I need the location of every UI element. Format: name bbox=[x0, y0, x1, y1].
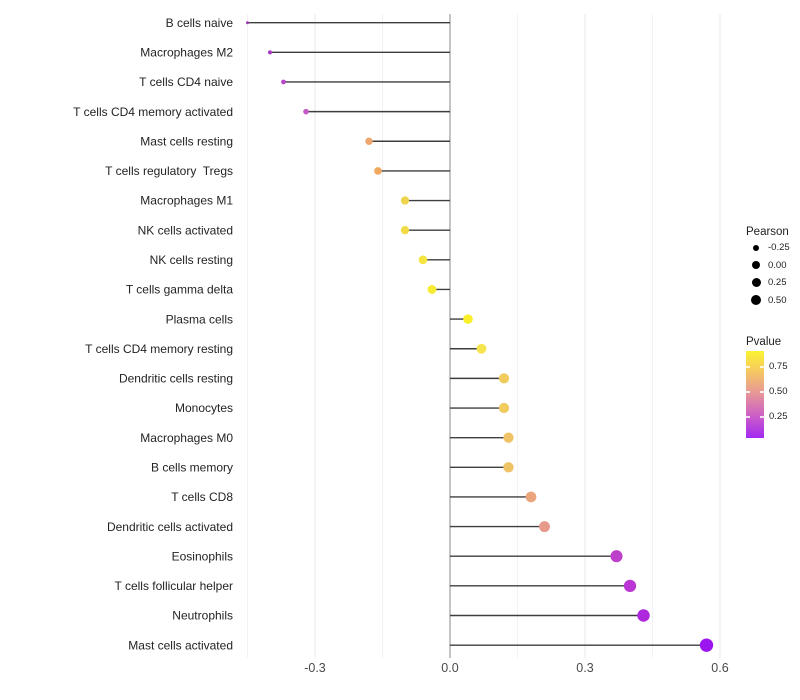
size-dot-wrap bbox=[749, 261, 763, 270]
x-axis-tick-label: 0.0 bbox=[441, 661, 458, 675]
pvalue-legend-title: Pvalue bbox=[746, 336, 782, 348]
data-point bbox=[498, 373, 510, 384]
y-axis-label: NK cells activated bbox=[138, 223, 233, 237]
size-label: 0.00 bbox=[768, 259, 787, 271]
y-axis-label: Macrophages M0 bbox=[140, 431, 233, 445]
data-point bbox=[503, 432, 514, 443]
data-point bbox=[303, 108, 309, 115]
y-axis-label: Plasma cells bbox=[166, 312, 233, 326]
y-axis-label: Eosinophils bbox=[172, 549, 233, 563]
pearson-size-legend: Pearson -0.25 0.00 0.25 0.50 bbox=[746, 225, 800, 310]
size-dot-icon bbox=[751, 295, 761, 306]
pvalue-tick-label: 0.50 bbox=[769, 386, 788, 397]
y-axis-label: Dendritic cells resting bbox=[119, 372, 233, 386]
data-point bbox=[699, 638, 714, 652]
size-dot-icon bbox=[751, 278, 761, 288]
data-point bbox=[418, 255, 428, 265]
size-dot-icon bbox=[752, 261, 760, 270]
x-axis-tick-label: -0.3 bbox=[304, 661, 326, 675]
y-axis-label: Monocytes bbox=[175, 401, 233, 415]
y-axis-label: B cells memory bbox=[151, 461, 233, 475]
size-dot-wrap bbox=[749, 295, 763, 306]
y-axis-label: T cells CD4 memory resting bbox=[85, 342, 233, 356]
y-axis-label: Dendritic cells activated bbox=[107, 520, 233, 534]
data-point bbox=[400, 196, 410, 205]
y-axis-label: T cells gamma delta bbox=[126, 283, 233, 297]
y-axis-label: B cells naive bbox=[166, 16, 234, 30]
data-point bbox=[525, 491, 537, 503]
data-point bbox=[281, 79, 286, 85]
colorbar-tick bbox=[760, 391, 764, 393]
pvalue-tick-label: 0.25 bbox=[769, 411, 788, 422]
data-point bbox=[503, 462, 514, 473]
x-axis-tick-label: 0.6 bbox=[711, 661, 728, 675]
legend-entry: -0.25 bbox=[749, 239, 800, 257]
colorbar-tick bbox=[746, 416, 750, 418]
y-axis-label: T cells regulatory Tregs bbox=[105, 164, 233, 178]
data-point bbox=[637, 609, 650, 622]
size-dot-wrap bbox=[749, 244, 763, 251]
y-axis-label: Macrophages M1 bbox=[140, 194, 233, 208]
data-point bbox=[623, 579, 637, 593]
legend-entry: 0.50 bbox=[749, 292, 800, 310]
y-axis-label: T cells CD4 naive bbox=[139, 75, 233, 89]
colorbar-tick bbox=[760, 416, 764, 418]
data-point bbox=[610, 550, 623, 563]
size-label: 0.25 bbox=[768, 277, 787, 289]
y-axis-label: Neutrophils bbox=[172, 609, 233, 623]
y-axis-label: Mast cells activated bbox=[128, 638, 233, 652]
colorbar-tick bbox=[746, 391, 750, 393]
size-dot-icon bbox=[752, 244, 760, 251]
legend-entry: 0.00 bbox=[749, 257, 800, 275]
data-point bbox=[427, 285, 437, 294]
data-point bbox=[267, 50, 273, 55]
data-point bbox=[400, 226, 410, 235]
data-point bbox=[476, 343, 487, 354]
size-label: 0.50 bbox=[768, 294, 787, 306]
data-point bbox=[539, 521, 550, 533]
size-label: -0.25 bbox=[768, 242, 790, 254]
y-axis-label: Mast cells resting bbox=[140, 134, 233, 148]
data-point bbox=[463, 314, 473, 324]
colorbar-tick bbox=[760, 366, 764, 368]
data-point bbox=[246, 21, 249, 25]
data-point bbox=[498, 402, 510, 414]
y-axis-label: Macrophages M2 bbox=[140, 46, 233, 60]
y-axis-label: T cells CD8 bbox=[171, 490, 233, 504]
data-point bbox=[374, 167, 382, 175]
y-axis-label: T cells CD4 memory activated bbox=[73, 105, 233, 119]
data-point bbox=[365, 137, 373, 145]
colorbar-tick bbox=[746, 366, 750, 368]
pvalue-color-legend: Pvalue 0.75 0.50 0.25 bbox=[746, 335, 800, 438]
pearson-legend-title: Pearson bbox=[746, 226, 789, 238]
y-axis-label: T cells follicular helper bbox=[115, 579, 234, 593]
size-dot-wrap bbox=[749, 278, 763, 288]
pvalue-gradient-bar bbox=[746, 351, 764, 438]
pvalue-tick-label: 0.75 bbox=[769, 361, 788, 372]
y-axis-label: NK cells resting bbox=[150, 253, 233, 267]
x-axis-tick-label: 0.3 bbox=[576, 661, 593, 675]
legend-entry: 0.25 bbox=[749, 274, 800, 292]
